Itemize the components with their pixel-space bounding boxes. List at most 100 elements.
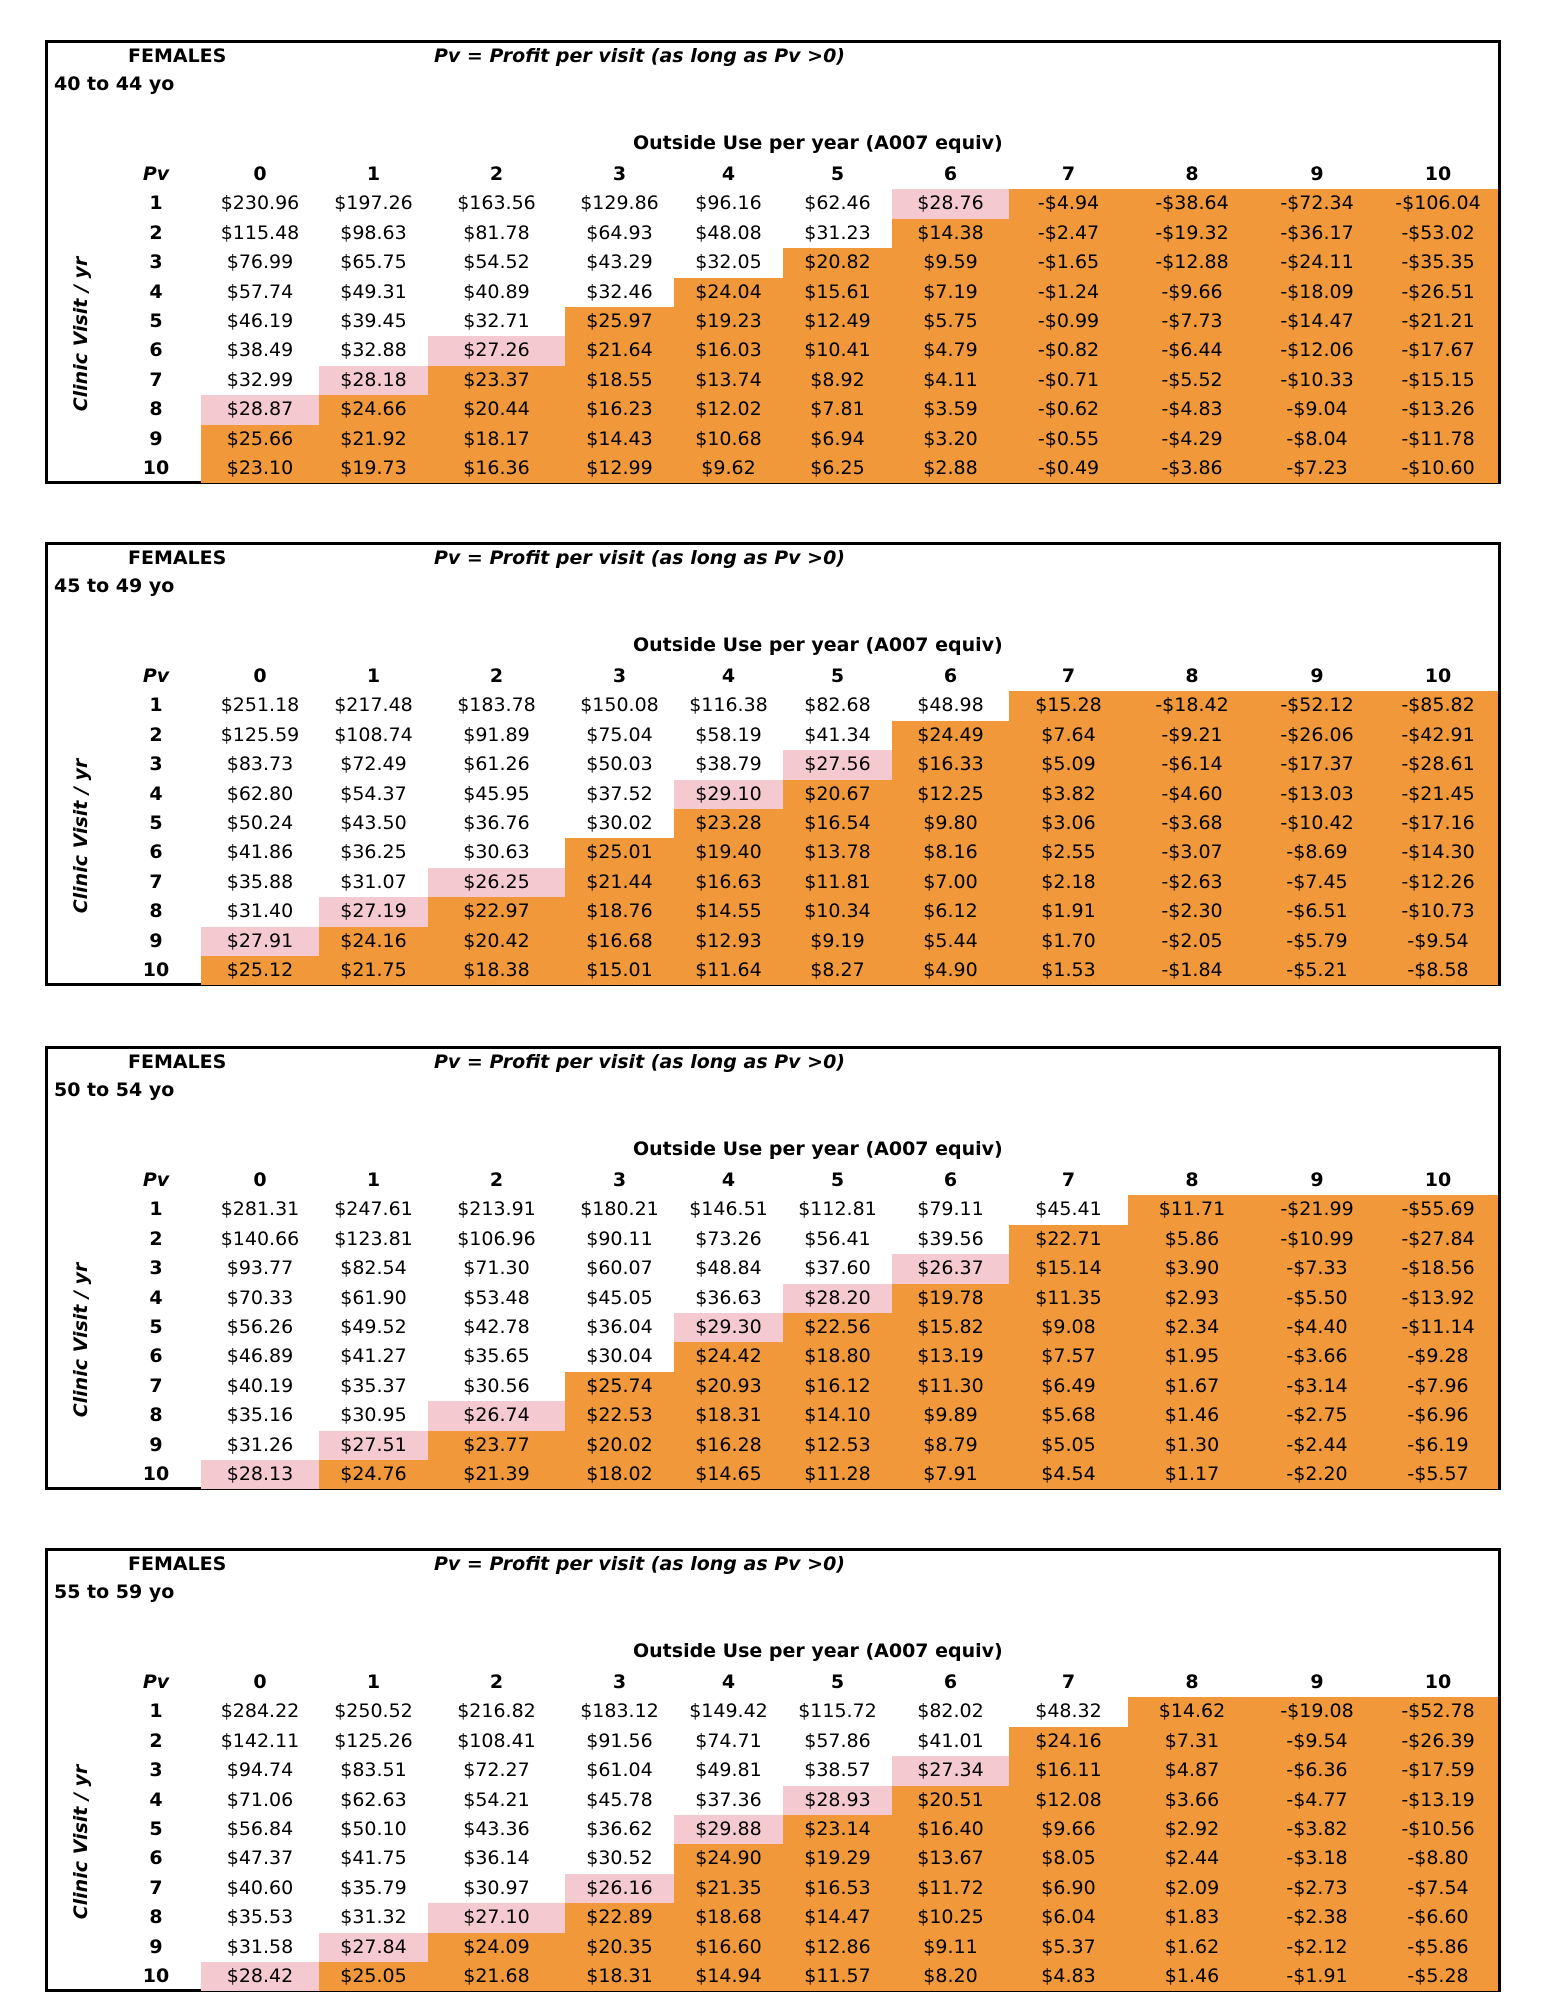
table-row: 7 $40.19 $35.37 $30.56 $25.74 $20.93 $16.12 $11…	[48, 1371, 1498, 1402]
value-cell: $18.80	[783, 1342, 892, 1372]
value-cell: $2.92	[1128, 1815, 1256, 1845]
value-cell: $16.12	[783, 1371, 892, 1402]
value-cell: $106.96	[428, 1224, 565, 1255]
value-cell: $10.41	[783, 336, 892, 366]
value-cell: -$13.92	[1378, 1283, 1498, 1313]
value-cell: $19.78	[892, 1283, 1009, 1313]
column-header: 3	[612, 163, 627, 185]
row-label: 5	[149, 1818, 163, 1840]
column-header: 2	[489, 1671, 504, 1693]
value-cell: $108.74	[319, 720, 428, 751]
value-cell: $7.31	[1128, 1726, 1256, 1757]
value-cell: $54.52	[428, 248, 565, 278]
value-cell: $9.80	[892, 809, 1009, 839]
value-cell: $56.41	[783, 1224, 892, 1255]
value-cell: $1.62	[1128, 1932, 1256, 1962]
row-label: 8	[149, 1906, 163, 1929]
definition-note: Pv = Profit per visit (as long as Pv >0)	[434, 45, 845, 67]
value-cell: -$14.47	[1256, 307, 1378, 337]
value-cell: $14.38	[892, 218, 1009, 249]
value-cell: $20.35	[565, 1932, 674, 1962]
value-cell: $43.50	[319, 809, 428, 839]
column-header: 4	[721, 665, 736, 687]
value-cell: $57.86	[783, 1726, 892, 1757]
value-cell: $7.57	[1009, 1342, 1128, 1372]
value-cell: $180.21	[565, 1195, 674, 1225]
value-cell: $48.32	[1009, 1697, 1128, 1727]
row-label: 4	[149, 1788, 163, 1811]
value-cell: $27.19	[319, 897, 428, 927]
value-cell: -$4.94	[1009, 189, 1128, 219]
value-cell: $27.51	[319, 1430, 428, 1460]
value-cell: -$4.77	[1256, 1785, 1378, 1815]
value-cell: $76.99	[201, 248, 319, 278]
value-cell: $23.14	[783, 1815, 892, 1845]
value-cell: $19.23	[674, 307, 783, 337]
value-cell: -$85.82	[1378, 691, 1498, 721]
value-cell: $32.71	[428, 307, 565, 337]
table-row: 5 $50.24 $43.50 $36.76 $30.02 $23.28 $16.54 $9.…	[48, 809, 1498, 839]
header-row: Pv 0 1 2 3 4 5 6 7 8 9 10	[48, 1166, 1498, 1195]
value-cell: -$2.75	[1256, 1401, 1378, 1431]
value-cell: -$5.28	[1378, 1962, 1498, 1992]
sex-label: FEMALES	[128, 1553, 227, 1575]
column-header: 0	[253, 1169, 267, 1191]
value-cell: $35.65	[428, 1342, 565, 1372]
value-cell: -$7.45	[1256, 867, 1378, 898]
row-label: 7	[149, 1876, 163, 1899]
value-cell: $40.19	[201, 1371, 319, 1402]
value-cell: $54.21	[428, 1785, 565, 1815]
value-cell: -$10.56	[1378, 1815, 1498, 1845]
value-cell: $8.05	[1009, 1844, 1128, 1874]
value-cell: $18.31	[565, 1962, 674, 1992]
value-cell: $64.93	[565, 218, 674, 249]
value-cell: -$17.37	[1256, 750, 1378, 780]
row-label: 3	[149, 1257, 163, 1280]
column-header: 3	[612, 665, 627, 687]
value-cell: $1.46	[1128, 1401, 1256, 1431]
value-cell: $35.79	[319, 1873, 428, 1904]
column-header: 8	[1185, 1169, 1199, 1191]
value-cell: -$6.19	[1378, 1430, 1498, 1460]
value-cell: $30.02	[565, 809, 674, 839]
value-cell: -$8.69	[1256, 838, 1378, 868]
value-cell: $3.82	[1009, 779, 1128, 809]
value-cell: $25.12	[201, 956, 319, 986]
value-cell: $9.89	[892, 1401, 1009, 1431]
column-header: 1	[366, 665, 381, 687]
value-cell: $26.25	[428, 867, 565, 898]
value-cell: -$4.40	[1256, 1313, 1378, 1343]
column-header: 8	[1185, 665, 1199, 687]
value-cell: -$8.80	[1378, 1844, 1498, 1874]
value-cell: -$6.51	[1256, 897, 1378, 927]
value-cell: $16.40	[892, 1815, 1009, 1845]
row-label: 3	[149, 753, 163, 776]
age-group-label: 50 to 54 yo	[54, 1079, 175, 1101]
value-cell: $15.14	[1009, 1254, 1128, 1284]
value-cell: $3.66	[1128, 1785, 1256, 1815]
value-cell: $28.93	[783, 1785, 892, 1815]
value-cell: $7.64	[1009, 720, 1128, 751]
value-cell: -$52.78	[1378, 1697, 1498, 1727]
column-header: 6	[943, 665, 958, 687]
value-cell: -$5.86	[1378, 1932, 1498, 1962]
table-row: 10 $28.42 $25.05 $21.68 $18.31 $14.94 $11.57 $8…	[48, 1962, 1498, 1992]
column-header: 8	[1185, 1671, 1199, 1693]
value-cell: $197.26	[319, 189, 428, 219]
value-cell: $115.72	[783, 1697, 892, 1727]
value-cell: $30.56	[428, 1371, 565, 1402]
value-cell: $28.42	[201, 1962, 319, 1992]
value-cell: $5.44	[892, 926, 1009, 956]
value-cell: $18.55	[565, 365, 674, 396]
column-header: 1	[366, 1169, 381, 1191]
value-cell: $20.93	[674, 1371, 783, 1402]
value-cell: $36.63	[674, 1283, 783, 1313]
value-cell: $61.04	[565, 1756, 674, 1786]
value-cell: -$10.73	[1378, 897, 1498, 927]
value-cell: $22.71	[1009, 1224, 1128, 1255]
value-cell: $14.47	[783, 1903, 892, 1933]
value-cell: $35.88	[201, 867, 319, 898]
value-cell: $74.71	[674, 1726, 783, 1757]
value-cell: -$2.63	[1128, 867, 1256, 898]
value-cell: -$13.26	[1378, 395, 1498, 425]
